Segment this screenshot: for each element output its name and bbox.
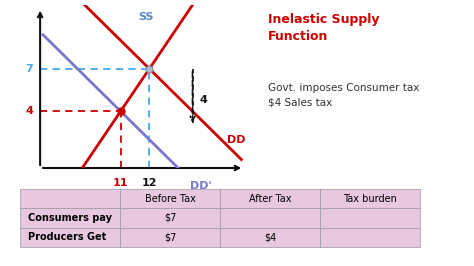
Text: 12: 12 [142, 178, 157, 188]
Text: 7: 7 [25, 64, 33, 74]
Text: 11: 11 [113, 178, 128, 188]
Text: 4: 4 [25, 106, 33, 116]
Text: Inelastic Supply
Function: Inelastic Supply Function [268, 13, 379, 43]
Text: Govt. imposes Consumer tax
$4 Sales tax: Govt. imposes Consumer tax $4 Sales tax [268, 83, 419, 107]
Text: SS: SS [138, 12, 154, 22]
Text: 4: 4 [200, 95, 208, 105]
Text: DD': DD' [190, 181, 211, 191]
Text: DD: DD [227, 135, 246, 145]
